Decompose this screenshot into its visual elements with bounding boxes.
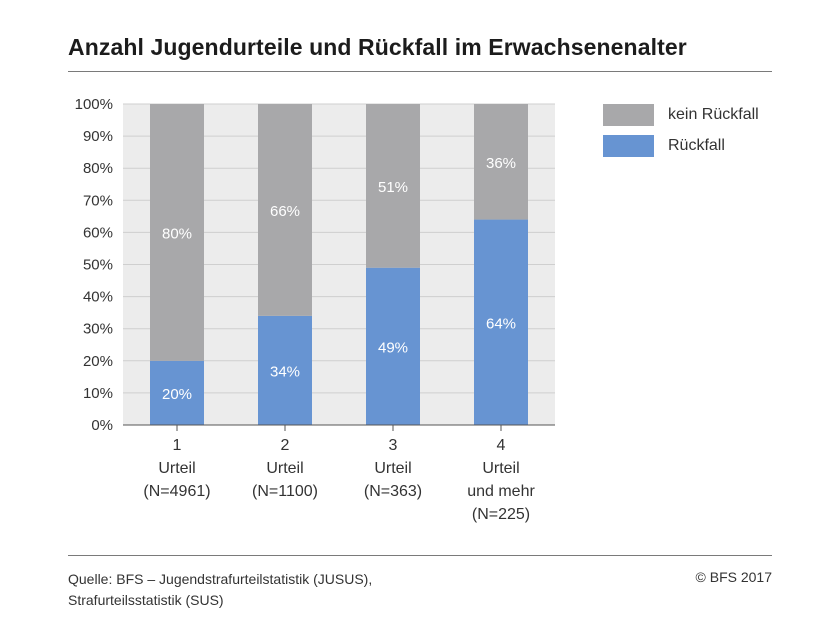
legend-swatch-kein-rueckfall [603,104,654,126]
x-tick-label: 1 [173,437,182,454]
copyright: © BFS 2017 [695,569,772,585]
bar-segment-kein-rueckfall [150,104,204,361]
stacked-bar-chart: 0% 10% 20% 30% 40% 50% 60% 70% 80% 90% 100% 20% 80%… [75,96,555,523]
source-note: Quelle: BFS – Jugendstrafurteilstatistik… [68,569,372,611]
y-tick-label: 90% [83,128,113,145]
x-tick-label: 2 [281,437,290,454]
data-label: 66% [270,203,300,220]
y-tick-label: 80% [83,160,113,177]
source-line-2: Strafurteilsstatistik (SUS) [68,592,224,608]
x-tick-label: (N=363) [364,483,422,500]
bar-segment-kein-rueckfall [474,104,528,220]
bar-segment-kein-rueckfall [366,104,420,268]
source-line-1: Quelle: BFS – Jugendstrafurteilstatistik… [68,571,373,587]
y-tick-label: 100% [75,96,113,113]
y-axis-ticks: 0% 10% 20% 30% 40% 50% 60% 70% 80% 90% 100% [75,96,113,434]
y-tick-label: 10% [83,385,113,402]
x-tick-label: Urteil [266,460,303,477]
y-tick-label: 70% [83,192,113,209]
x-tick-label: Urteil [158,460,195,477]
data-label: 20% [162,386,192,403]
x-tick-label: Urteil [482,460,519,477]
y-tick-label: 30% [83,321,113,338]
bar-segment-kein-rueckfall [258,104,312,316]
x-tick-label: (N=1100) [252,483,318,500]
x-tick-label: (N=4961) [143,483,210,500]
y-tick-label: 40% [83,289,113,306]
y-tick-label: 60% [83,224,113,241]
footer-divider [68,555,772,556]
data-label: 49% [378,339,408,356]
bar-segment-rueckfall [258,315,312,425]
legend-swatch-rueckfall [603,135,654,157]
legend-label-rueckfall: Rückfall [668,137,725,154]
data-labels: 20% 80% 34% 66% 49% 51% 64% 36% [162,155,516,403]
title-divider [68,71,772,72]
y-tick-label: 20% [83,353,113,370]
data-label: 36% [486,155,516,172]
data-label: 34% [270,363,300,380]
x-axis-labels: 1 Urteil (N=4961) 2 Urteil (N=1100) 3 Urteil (N=… [143,425,535,523]
data-label: 51% [378,179,408,196]
y-tick-label: 50% [83,257,113,274]
x-tick-label: (N=225) [472,506,530,523]
bar-segment-rueckfall [150,360,204,425]
y-tick-label: 0% [91,417,113,434]
legend-label-kein-rueckfall: kein Rückfall [668,106,759,123]
x-tick-label: 4 [497,437,506,454]
bar-segment-rueckfall [474,219,528,425]
x-tick-label: Urteil [374,460,411,477]
data-label: 64% [486,315,516,332]
bars [150,104,528,425]
x-tick-label: und mehr [467,483,535,500]
chart-title: Anzahl Jugendurteile und Rückfall im Erw… [68,34,687,60]
bar-segment-rueckfall [366,267,420,425]
data-label: 80% [162,225,192,242]
x-tick-label: 3 [389,437,398,454]
